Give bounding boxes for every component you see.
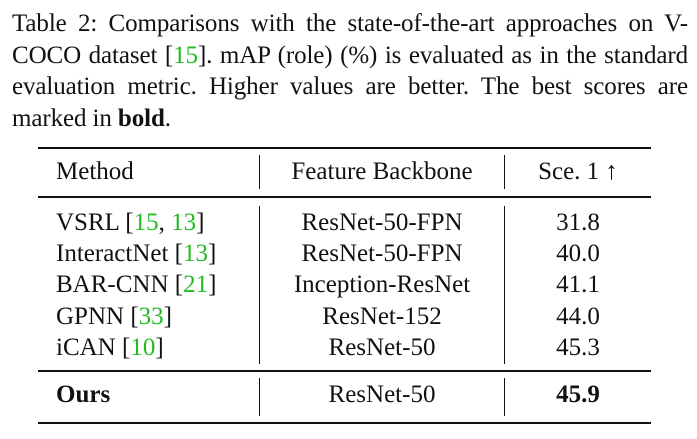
citation-link[interactable]: 15: [173, 41, 198, 69]
ours-score: 45.9: [556, 381, 600, 408]
caption-suffix: .: [164, 104, 171, 132]
citation-link[interactable]: 15: [133, 209, 159, 236]
ours-method: Ours: [56, 381, 111, 408]
method-cell: iCAN [10]: [56, 333, 164, 363]
score-cell: 45.3: [556, 333, 600, 361]
header-divider-2: [504, 155, 506, 189]
ours-divider-2: [504, 378, 506, 416]
method-name: iCAN [: [56, 333, 131, 361]
method-cell: InteractNet [13]: [56, 239, 216, 269]
backbone-cell: ResNet-50: [328, 333, 436, 361]
score-cell: 40.0: [556, 240, 600, 268]
header-score: Sce. 1 ↑: [538, 158, 618, 185]
method-name: InteractNet [: [56, 240, 184, 268]
citation-close-bracket: ]: [163, 302, 172, 330]
table-bottom-rule: [38, 422, 651, 424]
ours-divider-1: [259, 378, 261, 416]
caption-bold-word: bold: [117, 104, 165, 132]
method-name: BAR-CNN [: [56, 271, 184, 299]
backbone-cell: ResNet-152: [322, 302, 442, 330]
citation-link[interactable]: 13: [183, 240, 209, 268]
citation-link[interactable]: 21: [183, 271, 209, 299]
score-cell: 44.0: [556, 302, 600, 330]
citation-link[interactable]: 10: [130, 333, 156, 361]
caption-middle: ]. mAP (role) (%) is evaluated as in the…: [12, 41, 688, 132]
backbone-cell: ResNet-50-FPN: [301, 209, 463, 236]
method-name: GPNN [: [56, 302, 139, 330]
header-backbone: Feature Backbone: [291, 158, 473, 185]
backbone-cell: ResNet-50-FPN: [301, 240, 463, 268]
table-caption: Table 2: Comparisons with the state-of-t…: [12, 8, 688, 134]
citation-link[interactable]: 13: [171, 209, 197, 236]
score-cell: 41.1: [556, 271, 600, 299]
citation-link[interactable]: 33: [138, 302, 164, 330]
table-header-rule: [38, 196, 651, 198]
table-top-rule: [38, 147, 651, 149]
backbone-cell: Inception-ResNet: [293, 271, 471, 299]
header-divider-1: [259, 155, 261, 189]
table-ours-separator-rule: [38, 370, 651, 372]
method-cell: VSRL [15, 13]: [56, 208, 204, 238]
method-name: VSRL [: [56, 209, 134, 236]
body-divider-2: [504, 206, 506, 364]
citation-close-bracket: ]: [155, 333, 164, 361]
method-cell: GPNN [33]: [56, 302, 172, 332]
citation-close-bracket: ]: [208, 240, 217, 268]
score-cell: 31.8: [556, 209, 600, 236]
citation-close-bracket: ]: [208, 271, 217, 299]
header-method: Method: [56, 158, 134, 185]
caption-prefix: Table 2: Comparisons with the state-of-t…: [12, 10, 688, 69]
method-cell: BAR-CNN [21]: [56, 270, 216, 300]
citation-separator: ,: [158, 209, 172, 236]
ours-backbone: ResNet-50: [328, 381, 436, 408]
body-divider-1: [259, 206, 261, 364]
citation-close-bracket: ]: [196, 209, 205, 236]
